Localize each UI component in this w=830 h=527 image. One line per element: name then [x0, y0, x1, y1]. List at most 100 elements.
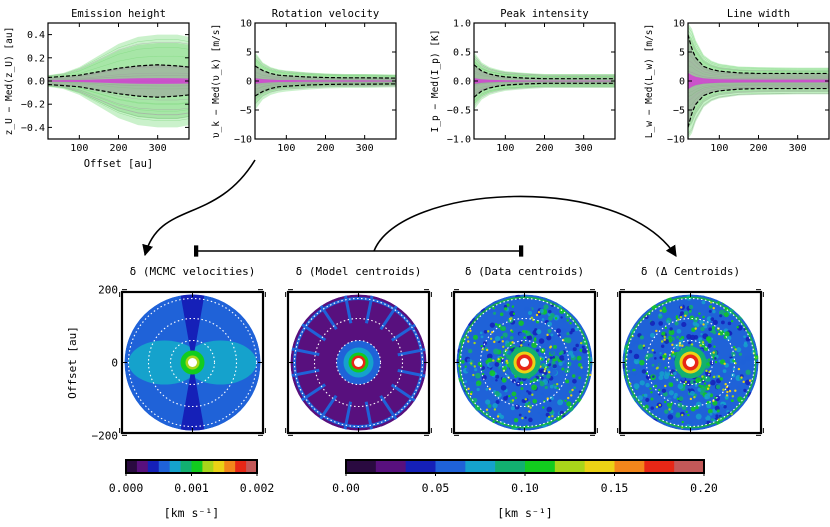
noise-speck: [659, 352, 662, 355]
lobe-right: [184, 340, 257, 385]
noise-speck: [695, 413, 702, 420]
colorbar-tick-label: 0.10: [511, 481, 539, 495]
noise-speck-hot: [554, 317, 558, 320]
noise-speck: [694, 384, 698, 387]
noise-speck: [633, 353, 640, 360]
noise-speck: [743, 341, 748, 345]
outer-ring: [458, 296, 591, 429]
median-band: [255, 78, 396, 84]
noise-speck: [688, 310, 692, 314]
y-tick-label: 0: [679, 77, 685, 88]
noise-speck: [637, 344, 644, 350]
colorbars: 0.000 0.001 0.002[km s⁻¹]0.00 0.05 0.10 0.15 0…: [109, 459, 718, 520]
noise-speck: [564, 370, 568, 373]
noise-speck: [674, 428, 678, 431]
noise-speck-hot: [723, 362, 726, 365]
noise-speck: [566, 361, 572, 367]
y-tick-label: 0.5: [453, 48, 471, 59]
colorbar-label: [km s⁻¹]: [497, 506, 552, 520]
noise-speck: [700, 332, 703, 336]
noise-speck: [695, 405, 699, 410]
noise-speck: [708, 327, 713, 332]
colorbar-segment: [614, 460, 645, 473]
noise-speck-hot: [714, 360, 718, 364]
disk-panel-2: δ (Model centroids): [285, 265, 432, 436]
colorbar-tick-label: 0.15: [601, 481, 629, 495]
y-tick-label: −10: [667, 135, 685, 146]
plot-area: [48, 34, 189, 128]
noise-speck: [549, 356, 553, 360]
noise-speck-hot: [481, 417, 485, 420]
noise-speck-hot: [734, 389, 737, 392]
noise-speck-hot: [522, 330, 525, 333]
noise-speck: [676, 335, 680, 339]
y-tick-label: −1.0: [447, 135, 471, 146]
noise-speck: [488, 308, 492, 312]
wedge-bottom: [180, 362, 205, 431]
noise-speck: [668, 338, 673, 343]
annulus-ring: [169, 339, 216, 386]
noise-speck: [712, 319, 718, 325]
y-tick-label: −0.2: [21, 100, 45, 111]
noise-speck-hot: [702, 323, 705, 326]
noise-speck-hot: [698, 312, 701, 315]
noise-speck: [648, 353, 654, 358]
x-tick-label: 100: [70, 143, 88, 154]
noise-speck: [693, 380, 696, 384]
noise-speck: [578, 390, 582, 394]
plot-area: [255, 52, 396, 110]
y-tick-label: −200: [92, 429, 119, 442]
colorbar-segment: [644, 460, 675, 473]
noise-speck: [719, 314, 723, 318]
noise-speck: [644, 404, 649, 410]
noise-speck: [524, 416, 527, 419]
median-band: [474, 78, 615, 84]
median-band: [48, 78, 189, 84]
noise-speck: [507, 380, 511, 384]
y-axis-label: I_p − Med(I_p) [K]: [430, 30, 441, 133]
noise-speck: [531, 342, 538, 349]
noise-speck-hot: [473, 365, 477, 368]
noise-speck-hot: [547, 370, 551, 374]
noise-speck: [659, 356, 663, 360]
noise-speck: [659, 371, 665, 377]
noise-speck-hot: [655, 367, 659, 370]
noise-speck-hot: [642, 344, 646, 347]
noise-speck: [526, 335, 531, 340]
noise-speck-hot: [589, 373, 592, 377]
noise-speck: [727, 321, 732, 326]
upper-envelope-line: [255, 65, 396, 79]
noise-speck-hot: [662, 354, 665, 358]
noise-speck-hot: [663, 335, 666, 339]
noise-speck: [485, 387, 489, 391]
noise-speck-hot: [535, 313, 539, 317]
annulus-ring: [147, 317, 238, 408]
sample-curve: [48, 55, 189, 79]
noise-speck: [533, 378, 538, 382]
noise-speck: [474, 368, 478, 372]
noise-speck: [674, 321, 679, 326]
sample-curve: [48, 83, 189, 105]
noise-speck: [712, 309, 716, 314]
noise-speck: [691, 327, 696, 333]
noise-speck-hot: [725, 394, 729, 397]
y-tick-label: −5: [240, 106, 252, 117]
noise-speck: [555, 300, 559, 304]
sample-curve: [474, 55, 615, 76]
noise-speck: [489, 322, 495, 328]
noise-speck: [570, 354, 575, 358]
sample-curve: [688, 26, 829, 69]
noise-speck: [716, 409, 720, 413]
noise-speck: [680, 311, 684, 316]
noise-speck: [517, 391, 521, 395]
noise-speck-hot: [489, 337, 493, 341]
colorbar-segment: [375, 460, 407, 473]
noise-speck: [560, 328, 566, 334]
noise-speck: [662, 306, 666, 310]
y-axis-label: υ_k − Med(υ_k) [m/s]: [211, 24, 222, 138]
noise-speck: [560, 350, 564, 355]
noise-speck-hot: [549, 345, 553, 348]
noise-speck: [670, 409, 674, 414]
noise-speck: [722, 301, 725, 305]
